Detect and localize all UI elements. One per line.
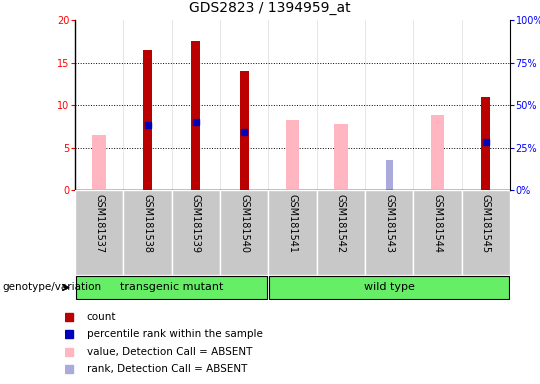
Bar	[289, 147, 296, 190]
Text: GSM181539: GSM181539	[191, 194, 201, 253]
Bar	[413, 190, 462, 275]
Bar	[143, 50, 152, 190]
Bar	[269, 276, 509, 299]
Text: GSM181537: GSM181537	[94, 194, 104, 253]
Bar	[482, 96, 490, 190]
Text: count: count	[86, 312, 116, 322]
Bar	[338, 151, 344, 190]
Text: GSM181538: GSM181538	[143, 194, 152, 253]
Text: genotype/variation: genotype/variation	[3, 283, 102, 293]
Text: GSM181543: GSM181543	[384, 194, 394, 253]
Bar	[286, 120, 299, 190]
Text: GSM181544: GSM181544	[433, 194, 442, 253]
Bar	[240, 71, 248, 190]
Bar	[96, 154, 103, 190]
Text: rank, Detection Call = ABSENT: rank, Detection Call = ABSENT	[86, 364, 247, 374]
Bar	[123, 190, 172, 275]
Bar	[386, 160, 393, 190]
Bar	[172, 190, 220, 275]
Bar	[268, 190, 316, 275]
Bar	[431, 115, 444, 190]
Bar	[462, 190, 510, 275]
Bar	[434, 145, 441, 190]
Bar	[220, 190, 268, 275]
Text: GDS2823 / 1394959_at: GDS2823 / 1394959_at	[189, 1, 351, 15]
Bar	[75, 190, 123, 275]
Text: transgenic mutant: transgenic mutant	[120, 283, 224, 293]
Text: GSM181542: GSM181542	[336, 194, 346, 253]
Bar	[365, 190, 413, 275]
Text: value, Detection Call = ABSENT: value, Detection Call = ABSENT	[86, 347, 252, 357]
Bar	[334, 124, 348, 190]
Bar	[76, 276, 267, 299]
Bar	[192, 41, 200, 190]
Bar	[316, 190, 365, 275]
Text: GSM181545: GSM181545	[481, 194, 491, 253]
Text: GSM181540: GSM181540	[239, 194, 249, 253]
Text: GSM181541: GSM181541	[287, 194, 298, 253]
Bar	[92, 135, 106, 190]
Text: percentile rank within the sample: percentile rank within the sample	[86, 329, 262, 339]
Text: wild type: wild type	[364, 283, 415, 293]
